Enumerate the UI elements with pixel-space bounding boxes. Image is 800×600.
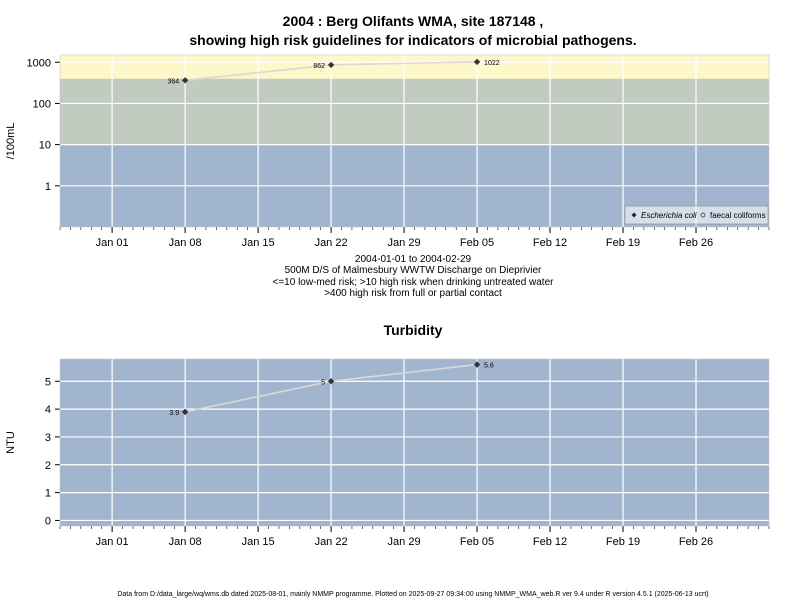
panel-title: Turbidity bbox=[384, 322, 443, 338]
chart-title-line-2: showing high risk guidelines for indicat… bbox=[189, 32, 636, 48]
x-tick-label: Feb 05 bbox=[460, 536, 494, 548]
data-label: 364 bbox=[167, 78, 179, 85]
legend-box bbox=[624, 205, 769, 225]
turbidity-panel: Jan 01 Jan 08 Jan 15 Jan 22 Jan 29 Feb 05 Feb … bbox=[5, 322, 770, 548]
data-point bbox=[181, 77, 189, 84]
x-tick-label: Feb 19 bbox=[606, 536, 640, 548]
x-tick-label: Jan 29 bbox=[388, 536, 421, 548]
x-tick-label: Jan 01 bbox=[96, 237, 129, 249]
risk-band-2 bbox=[60, 55, 769, 79]
x-tick-label: Feb 19 bbox=[606, 237, 640, 249]
risk-band-1 bbox=[60, 78, 769, 145]
x-tick-label: Jan 08 bbox=[169, 237, 202, 249]
data-label: 3.9 bbox=[169, 410, 179, 417]
chart-title-line-1: 2004 : Berg Olifants WMA, site 187148 , bbox=[283, 13, 544, 29]
y-tick-label: 1000 bbox=[27, 57, 51, 69]
y-tick-label: 2 bbox=[45, 460, 51, 472]
caption-contact-guideline: >400 high risk from full or partial cont… bbox=[324, 288, 502, 299]
x-tick-label: Feb 26 bbox=[679, 237, 713, 249]
x-tick-label: Feb 12 bbox=[533, 536, 567, 548]
plot-background bbox=[60, 359, 769, 526]
y-tick-label: 4 bbox=[45, 404, 51, 416]
legend-label-ecoli: Escherichia coli bbox=[641, 211, 697, 220]
data-point bbox=[327, 61, 335, 69]
y-tick-label: 10 bbox=[39, 140, 51, 152]
legend-marker-ecoli bbox=[631, 212, 637, 218]
footer-note: Data from D:/data_large/wq/wms.db dated … bbox=[117, 591, 708, 598]
y-tick-label: 3 bbox=[45, 432, 51, 444]
x-tick-label: Jan 22 bbox=[315, 536, 348, 548]
y-tick-label: 1 bbox=[45, 181, 51, 193]
x-tick-label: Jan 15 bbox=[242, 536, 275, 548]
caption-date-range: 2004-01-01 to 2004-02-29 bbox=[355, 254, 472, 265]
x-tick-label: Jan 01 bbox=[96, 536, 129, 548]
x-tick-label: Jan 15 bbox=[242, 237, 275, 249]
x-tick-label: Feb 05 bbox=[460, 237, 494, 249]
data-point bbox=[473, 58, 481, 66]
x-tick-label: Jan 08 bbox=[169, 536, 202, 548]
caption-drinking-guideline: <=10 low-med risk; >10 high risk when dr… bbox=[273, 277, 555, 288]
data-point bbox=[327, 378, 335, 385]
legend-marker-faecal bbox=[700, 212, 706, 218]
y-tick-label: 5 bbox=[45, 376, 51, 388]
data-label: 862 bbox=[313, 63, 325, 70]
caption-site-description: 500M D/S of Malmesbury WWTW Discharge on… bbox=[285, 265, 542, 276]
x-tick-label: Jan 22 bbox=[315, 237, 348, 249]
x-tick-label: Jan 29 bbox=[388, 237, 421, 249]
data-point bbox=[473, 361, 481, 368]
y-axis-label: /100mL bbox=[5, 123, 17, 160]
y-tick-label: 1 bbox=[45, 488, 51, 500]
data-point bbox=[181, 408, 189, 416]
y-tick-label: 0 bbox=[45, 515, 51, 527]
plot-frame bbox=[59, 358, 770, 527]
microbial-panel: Jan 01 Jan 08 Jan 15 Jan 22 Jan 29 Feb 05 Feb … bbox=[5, 54, 770, 249]
y-tick-label: 100 bbox=[33, 98, 51, 110]
data-label: 5 bbox=[321, 379, 325, 386]
legend-label-faecal: faecal coliforms bbox=[710, 211, 766, 220]
x-tick-label: Feb 26 bbox=[679, 536, 713, 548]
x-tick-label: Feb 12 bbox=[533, 237, 567, 249]
data-label: 1022 bbox=[484, 60, 500, 67]
y-axis-label: NTU bbox=[5, 431, 17, 454]
data-label: 5.6 bbox=[484, 363, 494, 370]
plot-frame bbox=[59, 54, 770, 228]
